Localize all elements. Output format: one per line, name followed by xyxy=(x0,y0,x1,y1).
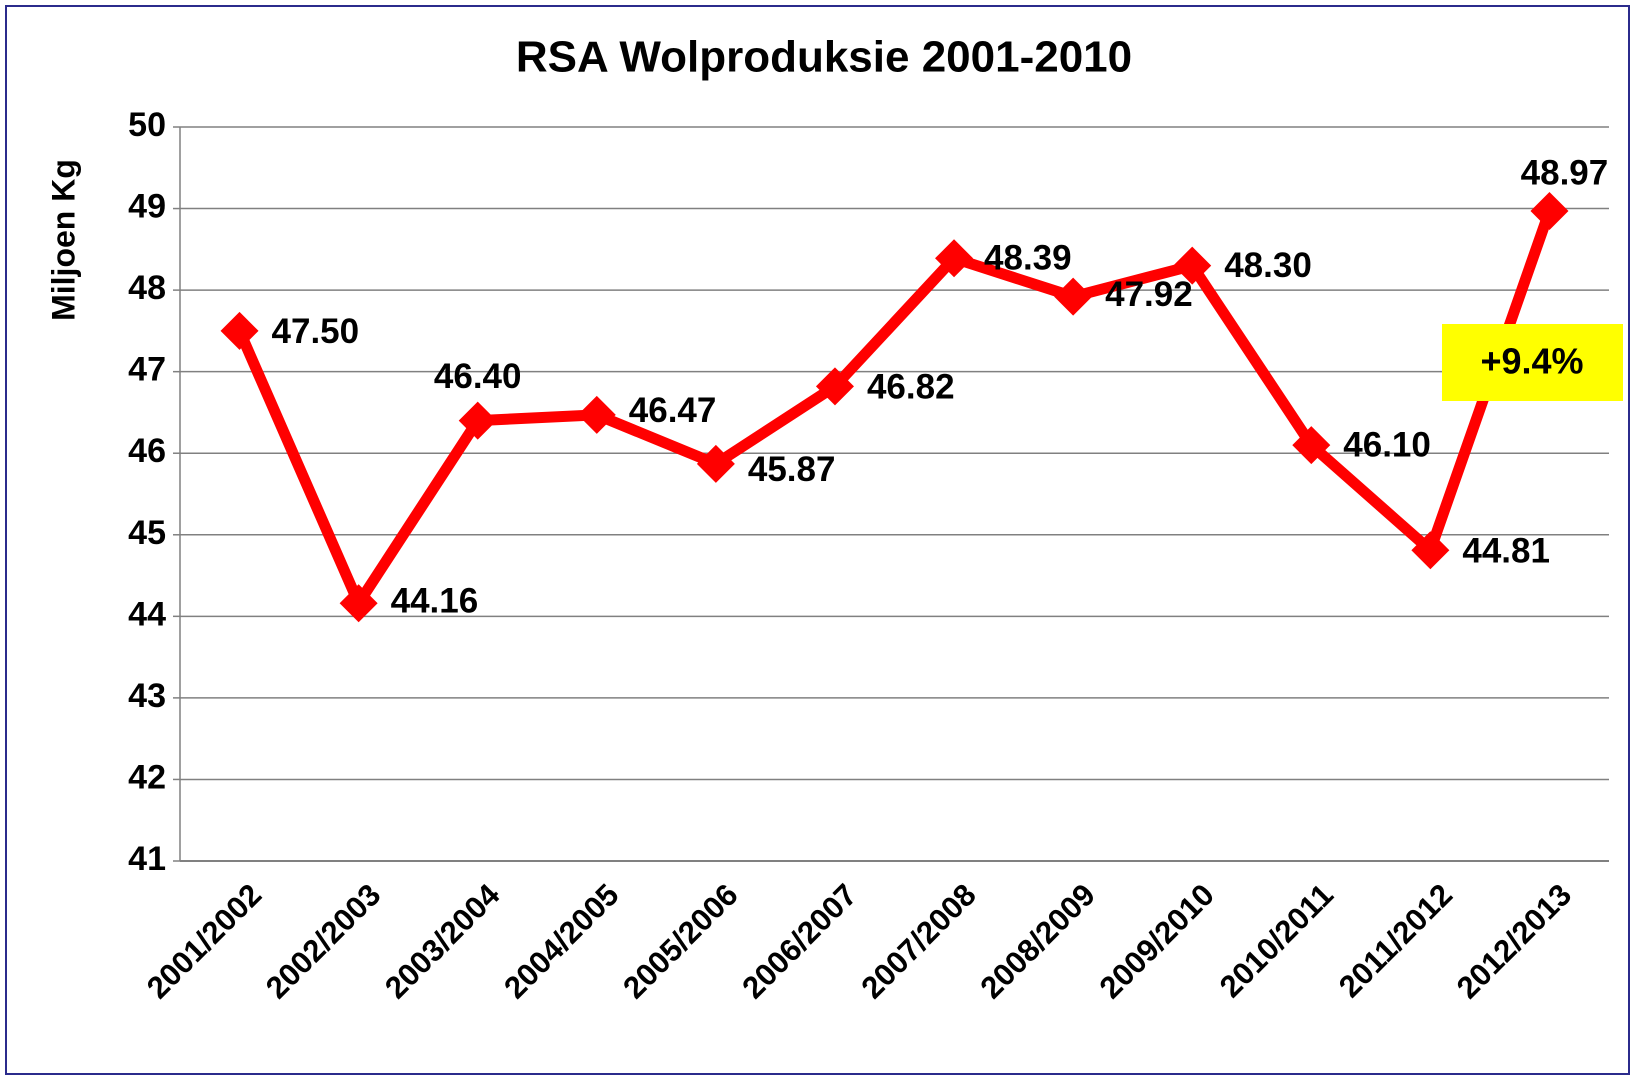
y-tick-label: 49 xyxy=(128,188,166,226)
marker xyxy=(935,239,974,278)
marker xyxy=(696,444,735,483)
annotation-box xyxy=(1442,324,1623,401)
y-tick-label: 50 xyxy=(128,106,166,144)
chart-border xyxy=(5,5,1630,1075)
y-tick-label: 42 xyxy=(128,758,166,796)
marker xyxy=(1054,277,1093,316)
y-tick-label: 41 xyxy=(128,840,166,878)
marker xyxy=(339,584,378,623)
marker xyxy=(577,395,616,434)
line xyxy=(234,209,1555,609)
y-tick-label: 47 xyxy=(128,351,166,389)
data-label: 46.82 xyxy=(867,368,955,407)
data-label: 47.50 xyxy=(272,312,360,351)
chart-title: RSA Wolproduksie 2001-2010 xyxy=(516,33,1132,82)
data-label: 47.92 xyxy=(1105,275,1193,314)
marker xyxy=(1530,192,1569,231)
y-axis-label: Miljoen Kg xyxy=(45,159,81,321)
data-label: 46.10 xyxy=(1343,425,1431,464)
marker xyxy=(815,367,854,406)
marker xyxy=(1411,531,1450,570)
y-tick-label: 44 xyxy=(128,595,166,633)
y-tick-label: 48 xyxy=(128,269,166,307)
y-tick-label: 46 xyxy=(128,432,166,470)
data-label: 44.16 xyxy=(391,582,479,621)
data-label: 45.87 xyxy=(748,450,836,489)
data-label: 46.40 xyxy=(434,357,522,396)
data-label: 46.47 xyxy=(629,391,717,430)
data-label: 48.97 xyxy=(1521,153,1609,192)
data-label: 44.81 xyxy=(1462,532,1550,571)
marker xyxy=(1292,426,1331,465)
y-tick-label: 45 xyxy=(128,514,166,552)
marker xyxy=(458,401,497,440)
data-label: 48.39 xyxy=(984,239,1072,278)
annotation: +9.4% xyxy=(1480,341,1583,382)
data-label: 48.30 xyxy=(1224,246,1312,285)
marker xyxy=(1173,246,1212,285)
y-tick-label: 43 xyxy=(128,677,166,715)
marker xyxy=(220,311,259,350)
